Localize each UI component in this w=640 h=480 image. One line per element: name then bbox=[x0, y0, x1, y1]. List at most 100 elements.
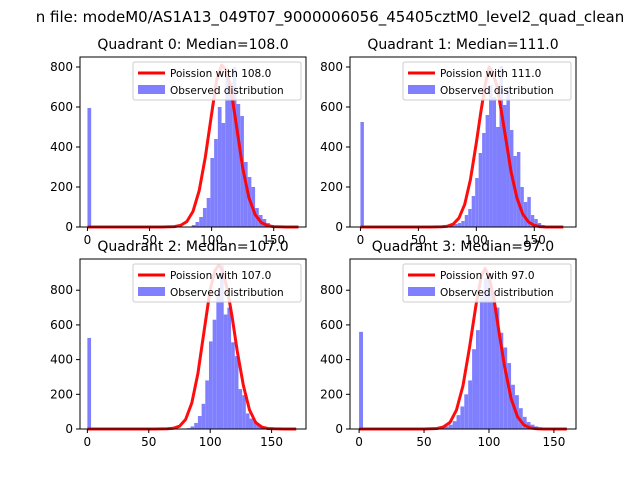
histogram-bar bbox=[527, 197, 531, 227]
y-tick-label: 400 bbox=[320, 353, 343, 367]
histogram-bar bbox=[212, 319, 217, 429]
legend-label-fit: Poission with 108.0 bbox=[170, 68, 271, 80]
histogram-bar bbox=[87, 108, 92, 227]
y-tick-label: 800 bbox=[50, 60, 73, 74]
x-tick-label: 50 bbox=[416, 435, 431, 449]
histogram-bar bbox=[530, 215, 535, 227]
y-tick-label: 600 bbox=[50, 318, 73, 332]
histogram-bar bbox=[479, 297, 484, 429]
histogram-bar bbox=[503, 347, 508, 429]
histogram-bar bbox=[452, 421, 457, 429]
y-tick-label: 200 bbox=[50, 387, 73, 401]
histogram-bar bbox=[253, 421, 257, 429]
histogram-bar bbox=[87, 337, 92, 429]
legend-label-hist: Observed distribution bbox=[170, 287, 284, 299]
y-tick-label: 200 bbox=[50, 180, 73, 194]
histogram-bar bbox=[191, 225, 196, 227]
histogram-bar bbox=[502, 105, 507, 227]
subplot-0: 0 50 100 150 0 200 400 600 800 Quadrant 0: Median… bbox=[50, 37, 307, 247]
subplot-title: Quadrant 3: Median=97.0 bbox=[372, 239, 554, 255]
y-tick-label: 0 bbox=[335, 220, 343, 234]
histogram-bar bbox=[210, 158, 215, 227]
histogram-bar bbox=[499, 332, 504, 429]
legend-hist-swatch bbox=[408, 287, 435, 296]
histogram-bars-2 bbox=[87, 265, 272, 429]
axes-frame bbox=[79, 258, 307, 430]
x-tick-label: 0 bbox=[357, 233, 365, 247]
histogram-bar bbox=[242, 395, 246, 429]
x-tick-label: 100 bbox=[478, 435, 501, 449]
histogram-bar bbox=[516, 152, 521, 227]
histogram-bar bbox=[220, 265, 224, 429]
histogram-bar bbox=[482, 133, 486, 227]
histogram-bar bbox=[534, 219, 538, 227]
histogram-bar bbox=[522, 416, 527, 429]
legend-hist-swatch bbox=[138, 85, 165, 94]
histogram-bar bbox=[464, 215, 469, 227]
subplot-title: Quadrant 0: Median=108.0 bbox=[97, 37, 288, 53]
subplot-title: Quadrant 1: Median=111.0 bbox=[367, 37, 558, 53]
x-tick-label: 0 bbox=[355, 435, 363, 449]
histogram-bar bbox=[208, 341, 213, 429]
histogram-bar bbox=[523, 202, 528, 227]
legend: Poission with 108.0 Observed distribution bbox=[132, 61, 302, 101]
y-tick-label: 400 bbox=[50, 353, 73, 367]
y-tick-label: 800 bbox=[320, 60, 343, 74]
histogram-bar bbox=[456, 415, 461, 429]
histogram-bar bbox=[216, 293, 221, 429]
legend-hist-swatch bbox=[138, 287, 165, 296]
histogram-bar bbox=[238, 389, 243, 429]
legend-hist-swatch bbox=[408, 85, 435, 94]
histogram-bar bbox=[475, 330, 480, 429]
legend-label-hist: Observed distribution bbox=[440, 287, 554, 299]
subplot-title: Quadrant 2: Median=107.0 bbox=[97, 239, 288, 255]
histogram-bar bbox=[472, 349, 476, 429]
subplot-grid: 0 50 100 150 0 200 400 600 800 Quadrant 0: Median… bbox=[50, 37, 577, 449]
legend-frame bbox=[132, 263, 302, 303]
histogram-bar bbox=[234, 356, 239, 429]
histogram-bar bbox=[194, 422, 198, 429]
histogram-bars-1 bbox=[360, 66, 552, 227]
histogram-bar bbox=[457, 223, 462, 227]
x-tick-label: 50 bbox=[142, 233, 157, 247]
legend: Poission with 111.0 Observed distribution bbox=[402, 61, 572, 101]
subplot-3: 0 50 100 150 0 200 400 600 800 Quadrant 3: Median… bbox=[320, 239, 577, 449]
histogram-bar bbox=[229, 83, 233, 227]
histogram-bar bbox=[450, 225, 455, 227]
histogram-bar bbox=[461, 221, 465, 227]
axes-frame bbox=[349, 56, 577, 228]
y-tick-label: 200 bbox=[320, 180, 343, 194]
histogram-bar bbox=[444, 426, 449, 429]
histogram-bar bbox=[468, 380, 473, 429]
legend-frame bbox=[402, 263, 572, 303]
legend: Poission with 97.0 Observed distribution bbox=[402, 263, 572, 303]
histogram-bar bbox=[243, 162, 248, 227]
y-tick-label: 400 bbox=[50, 140, 73, 154]
x-tick-label: 150 bbox=[262, 233, 285, 247]
histogram-bar bbox=[483, 278, 488, 429]
histogram-bar bbox=[495, 307, 500, 429]
subplot-1: 0 50 100 150 0 200 400 600 800 Quadrant 1: Median… bbox=[320, 37, 577, 247]
histogram-bar bbox=[460, 406, 465, 429]
histogram-bar bbox=[232, 67, 237, 227]
legend-label-fit: Poission with 111.0 bbox=[440, 68, 541, 80]
histogram-bar bbox=[491, 292, 496, 429]
x-tick-label: 150 bbox=[523, 233, 546, 247]
legend-label-hist: Observed distribution bbox=[170, 85, 284, 97]
x-tick-label: 50 bbox=[141, 435, 156, 449]
y-tick-label: 800 bbox=[50, 283, 73, 297]
histogram-bar bbox=[202, 208, 207, 227]
histogram-bar bbox=[359, 331, 363, 429]
x-tick-label: 100 bbox=[199, 435, 222, 449]
histogram-bar bbox=[245, 413, 250, 429]
histogram-bar bbox=[496, 127, 500, 227]
histogram-bar bbox=[197, 415, 202, 429]
histogram-bar bbox=[471, 196, 476, 227]
histogram-bar bbox=[478, 153, 483, 227]
legend-label-hist: Observed distribution bbox=[440, 85, 554, 97]
y-tick-label: 0 bbox=[65, 422, 73, 436]
histogram-bar bbox=[199, 217, 203, 227]
histogram-bar bbox=[223, 314, 228, 429]
histogram-bar bbox=[360, 122, 364, 227]
histogram-bar bbox=[520, 187, 524, 227]
